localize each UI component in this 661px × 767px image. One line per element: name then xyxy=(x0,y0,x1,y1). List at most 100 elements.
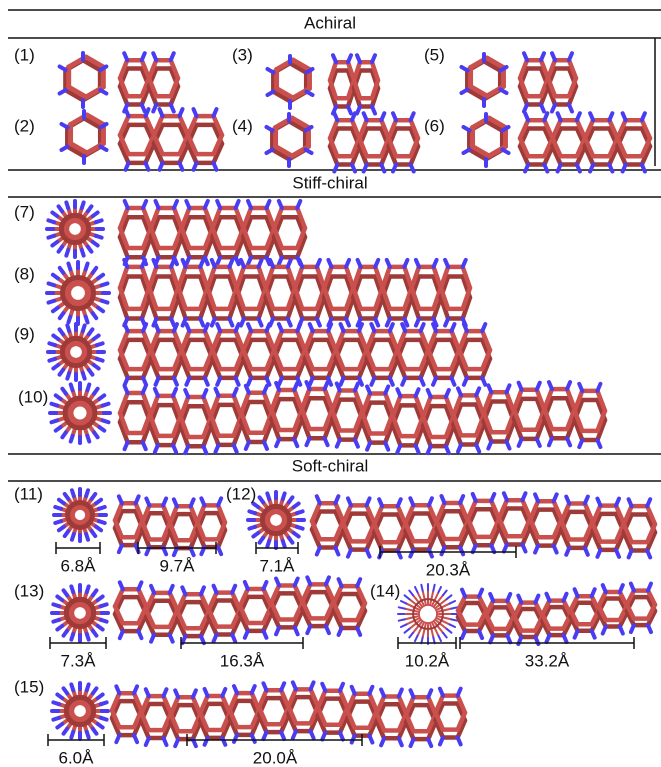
molecule-end-view xyxy=(52,585,108,641)
bond xyxy=(185,446,188,453)
bond xyxy=(136,496,139,503)
bond xyxy=(390,378,393,385)
bond xyxy=(171,104,174,111)
bond xyxy=(71,436,73,442)
bond xyxy=(597,550,600,557)
bond xyxy=(397,389,400,396)
bond xyxy=(102,283,108,285)
bond xyxy=(87,634,89,640)
bond xyxy=(463,127,469,131)
bond xyxy=(82,202,84,208)
bond xyxy=(236,378,239,385)
bond xyxy=(193,690,196,697)
bond xyxy=(92,494,96,499)
bond xyxy=(142,260,145,267)
bond xyxy=(94,389,98,394)
bond xyxy=(577,164,580,171)
bond xyxy=(71,684,73,690)
bond xyxy=(236,324,239,331)
bond xyxy=(120,582,123,589)
bond xyxy=(276,383,279,390)
bond xyxy=(375,319,378,326)
bond xyxy=(186,378,189,385)
bond xyxy=(446,390,449,397)
bond xyxy=(174,378,177,385)
bond xyxy=(325,382,328,389)
bond xyxy=(83,325,85,331)
bond xyxy=(381,113,384,120)
bond xyxy=(186,324,189,331)
molecule-label: (3) xyxy=(232,45,253,64)
bond xyxy=(603,585,606,592)
bond xyxy=(623,113,626,120)
bond xyxy=(51,420,57,422)
bond xyxy=(411,113,414,120)
bond xyxy=(252,735,255,742)
bond xyxy=(71,586,73,592)
bond xyxy=(72,534,74,540)
bond xyxy=(217,257,220,264)
bond xyxy=(249,511,255,513)
bond xyxy=(458,445,461,452)
bond xyxy=(433,324,436,331)
bond xyxy=(205,738,208,745)
bond xyxy=(48,236,54,238)
bond xyxy=(93,631,97,636)
bond xyxy=(620,585,623,592)
bond xyxy=(138,631,141,638)
bond xyxy=(248,378,251,385)
bond xyxy=(263,683,266,690)
bond xyxy=(146,163,149,170)
bond xyxy=(442,547,445,554)
bond xyxy=(541,104,544,111)
bond xyxy=(549,382,552,389)
bond xyxy=(234,389,237,396)
bond xyxy=(87,436,89,442)
bond xyxy=(98,695,103,699)
molecule-side-view xyxy=(520,113,650,171)
bond xyxy=(554,546,557,553)
bond xyxy=(267,541,269,547)
bond xyxy=(579,440,582,447)
bond xyxy=(156,201,159,208)
bond xyxy=(248,201,251,208)
bond xyxy=(97,359,103,361)
molecule-end-view xyxy=(61,111,106,163)
bond xyxy=(88,206,92,211)
bond xyxy=(174,499,177,506)
bond xyxy=(200,319,203,326)
bond xyxy=(450,624,455,627)
bond xyxy=(67,325,69,331)
bond xyxy=(49,283,55,285)
bond xyxy=(263,631,266,638)
bond xyxy=(558,113,561,120)
bond xyxy=(283,541,285,547)
bond xyxy=(482,378,485,385)
bond xyxy=(390,324,393,331)
bond xyxy=(393,164,396,171)
bond xyxy=(86,317,88,323)
bond xyxy=(564,594,567,601)
bond xyxy=(352,687,355,694)
bond xyxy=(89,370,93,375)
bond xyxy=(306,438,309,445)
bond xyxy=(488,442,491,449)
bond xyxy=(191,548,194,555)
bond xyxy=(229,260,232,267)
bond xyxy=(214,634,217,641)
bond xyxy=(402,378,405,385)
bond xyxy=(387,319,390,326)
bond xyxy=(537,383,540,390)
bond xyxy=(216,389,219,396)
bond xyxy=(60,90,66,94)
bond xyxy=(53,702,59,704)
ring xyxy=(419,605,437,623)
molecule-side-view xyxy=(120,260,470,326)
bond xyxy=(100,90,106,94)
ring xyxy=(69,284,88,303)
bond xyxy=(458,388,461,395)
bond xyxy=(491,545,494,552)
molecule-end-view xyxy=(461,54,506,106)
bond xyxy=(399,607,405,608)
bond xyxy=(217,201,220,208)
